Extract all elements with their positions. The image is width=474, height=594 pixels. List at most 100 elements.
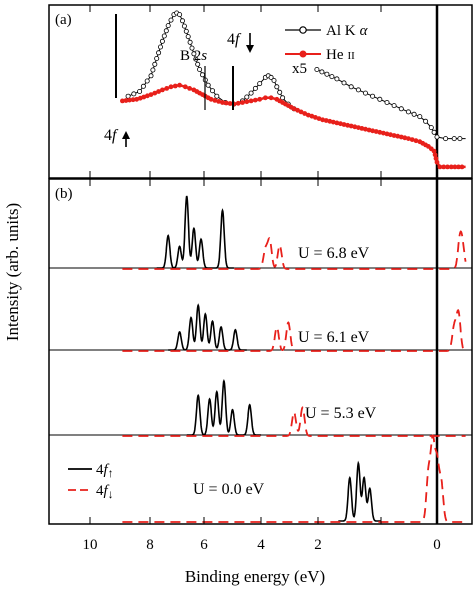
marker-he [148, 92, 154, 97]
marker-he [223, 100, 229, 106]
marker-he [402, 135, 408, 141]
marker-al [457, 136, 463, 142]
marker-he [363, 126, 368, 132]
marker-he [391, 133, 397, 138]
dos-up-1 [168, 303, 247, 351]
marker-he [388, 132, 393, 138]
marker-al [157, 44, 163, 50]
marker-he [437, 164, 443, 170]
marker-he [298, 109, 304, 115]
y-axis-label: Intensity (arb. units) [3, 203, 22, 341]
marker-al [411, 111, 417, 117]
annotation-b2s: B 2s [180, 48, 207, 64]
marker-al [274, 84, 280, 90]
marker-al [417, 114, 423, 120]
marker-al [205, 82, 211, 88]
marker-he [227, 101, 233, 106]
marker-he [433, 156, 439, 161]
marker-he [268, 95, 274, 101]
marker-he [413, 138, 419, 144]
u-label-6-1: U = 6.1 eV [298, 329, 370, 346]
panel-a-label: (a) [55, 12, 72, 28]
marker-he [160, 87, 165, 93]
marker-al [334, 76, 340, 82]
x-axis-label: Binding energy (eV) [185, 567, 325, 586]
marker-he [220, 100, 225, 105]
annotation-4f-down: 4f [227, 31, 242, 48]
marker-al [248, 90, 254, 96]
marker-al [252, 85, 258, 91]
marker-al [431, 129, 437, 135]
marker-he [291, 106, 297, 112]
x-tick-label-10: 10 [83, 537, 98, 553]
marker-he [313, 115, 318, 120]
marker-al [125, 93, 131, 99]
marker-he [120, 98, 125, 104]
marker-al [181, 23, 187, 29]
marker-al [370, 93, 376, 99]
marker-al [257, 81, 263, 87]
marker-al [319, 69, 325, 75]
marker-he [244, 99, 250, 105]
marker-al [209, 88, 215, 94]
marker-al [377, 96, 383, 102]
marker-he [212, 98, 218, 103]
marker-al [277, 89, 283, 95]
marker-he [164, 86, 170, 91]
marker-he [448, 164, 454, 170]
marker-al [187, 39, 193, 45]
marker-al [244, 94, 250, 100]
panel-a-frame [48, 4, 473, 179]
marker-al [314, 67, 320, 73]
marker-he [177, 82, 183, 88]
dos-up-3 [338, 460, 382, 522]
marker-he [208, 96, 214, 102]
arrow-up-icon [122, 131, 130, 147]
dos-down-2 [122, 406, 466, 437]
marker-al [199, 72, 205, 78]
legend-he-marker [299, 50, 307, 58]
marker-al [348, 84, 354, 90]
marker-he [134, 96, 140, 102]
x-tick-label-8: 8 [146, 537, 154, 553]
marker-al [214, 93, 220, 99]
marker-al [268, 74, 274, 80]
marker-al [384, 100, 390, 106]
panel-b-label: (b) [55, 186, 73, 202]
panel-b-data [122, 195, 467, 523]
marker-al [443, 136, 449, 142]
marker-al [183, 28, 189, 34]
marker-he [441, 164, 447, 170]
marker-he [359, 125, 365, 131]
marker-al [152, 61, 158, 67]
legend-4f-down-label: 4f↓ [96, 483, 114, 501]
marker-he [130, 97, 136, 103]
x-ticks [89, 5, 382, 524]
marker-he [152, 90, 158, 96]
marker-he [434, 159, 440, 165]
marker-al [150, 67, 156, 73]
marker-al [391, 103, 397, 109]
marker-al [177, 12, 183, 18]
dos-down-3 [122, 434, 466, 523]
marker-he [240, 100, 245, 105]
marker-al [193, 56, 199, 62]
marker-he [406, 136, 411, 142]
marker-he [456, 164, 461, 170]
marker-he [341, 122, 347, 127]
marker-he [235, 100, 241, 106]
marker-he [168, 84, 174, 90]
marker-al [423, 118, 429, 124]
annotation-x5: x5 [292, 61, 307, 77]
marker-al [156, 50, 162, 56]
legend-al-marker [299, 26, 307, 34]
marker-al [280, 95, 286, 101]
marker-al [168, 17, 174, 23]
dos-up-0 [156, 195, 234, 269]
marker-he [253, 97, 258, 103]
marker-al [197, 67, 203, 73]
marker-he [345, 122, 350, 128]
marker-al [191, 51, 197, 57]
annotation-4f-up: 4f [104, 127, 119, 144]
arrow-down-icon [246, 33, 254, 53]
